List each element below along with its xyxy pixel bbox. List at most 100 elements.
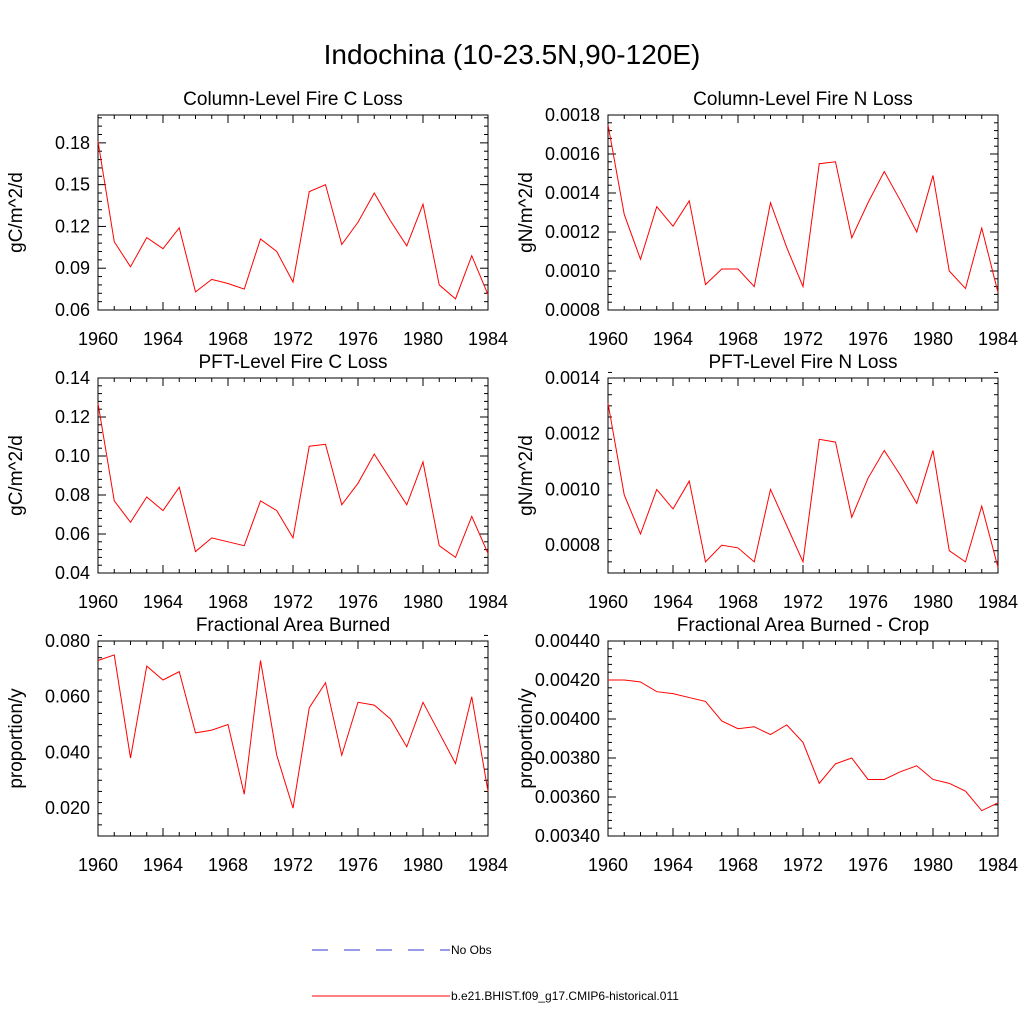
y-tick-label: 0.12 xyxy=(55,216,90,236)
y-tick-label: 0.0010 xyxy=(545,261,600,281)
y-tick-label: 0.0018 xyxy=(545,105,600,125)
x-tick-label: 1984 xyxy=(468,592,508,612)
x-tick-label: 1984 xyxy=(978,855,1018,875)
y-tick-label: 0.0008 xyxy=(545,535,600,555)
x-tick-label: 1960 xyxy=(588,855,628,875)
y-axis-label: proportion/y xyxy=(516,688,537,789)
y-tick-label: 0.0008 xyxy=(545,300,600,320)
x-tick-label: 1964 xyxy=(653,592,693,612)
chart-panel-5: Fractional Area Burned proportion/y 1960 19… xyxy=(6,615,508,875)
x-tick-label: 1980 xyxy=(913,592,953,612)
x-tick-label: 1980 xyxy=(913,329,953,349)
y-tick-label: 0.00400 xyxy=(535,709,600,729)
x-tick-label: 1972 xyxy=(783,592,823,612)
series-line xyxy=(97,141,489,300)
chart-panels: Column-Level Fire C Loss gC/m^2/d 1960 1964… xyxy=(6,89,1018,875)
y-tick-label: 0.00420 xyxy=(535,670,600,690)
x-tick-label: 1968 xyxy=(208,855,248,875)
series-line xyxy=(607,402,999,568)
y-tick-label: 0.020 xyxy=(45,798,90,818)
y-tick-label: 0.12 xyxy=(55,407,90,427)
panel-title: PFT-Level Fire C Loss xyxy=(199,352,388,373)
x-tick-label: 1980 xyxy=(403,855,443,875)
legend: No Obs b.e21.BHIST.f09_g17.CMIP6-histori… xyxy=(312,943,679,1003)
x-tick-label: 1968 xyxy=(718,855,758,875)
plot-frame xyxy=(607,377,999,574)
y-tick-label: 0.0012 xyxy=(545,424,600,444)
x-tick-label: 1960 xyxy=(78,855,118,875)
y-tick-label: 0.00380 xyxy=(535,748,600,768)
y-tick-label: 0.00440 xyxy=(535,631,600,651)
x-tick-label: 1976 xyxy=(848,592,888,612)
x-tick-label: 1980 xyxy=(403,329,443,349)
x-tick-label: 1984 xyxy=(468,329,508,349)
x-tick-label: 1960 xyxy=(78,329,118,349)
y-tick-label: 0.04 xyxy=(55,563,90,583)
x-tick-label: 1976 xyxy=(338,329,378,349)
y-tick-label: 0.0016 xyxy=(545,144,600,164)
y-axis-label: gN/m^2/d xyxy=(516,172,537,253)
y-tick-label: 0.0012 xyxy=(545,222,600,242)
x-tick-label: 1972 xyxy=(273,592,313,612)
panel-title: Column-Level Fire C Loss xyxy=(183,89,403,110)
x-tick-label: 1976 xyxy=(848,329,888,349)
legend-label-model: b.e21.BHIST.f09_g17.CMIP6-historical.011 xyxy=(451,989,679,1003)
x-tick-label: 1968 xyxy=(718,329,758,349)
x-tick-label: 1984 xyxy=(468,855,508,875)
series-line xyxy=(608,679,999,812)
y-tick-label: 0.040 xyxy=(45,742,90,762)
x-tick-label: 1972 xyxy=(783,855,823,875)
x-tick-label: 1984 xyxy=(978,592,1018,612)
legend-label-no-obs: No Obs xyxy=(451,943,492,957)
x-tick-label: 1980 xyxy=(403,592,443,612)
panel-title: Fractional Area Burned xyxy=(196,615,390,636)
plot-frame xyxy=(607,640,999,837)
plot-frame xyxy=(97,377,489,574)
y-tick-label: 0.00360 xyxy=(535,787,600,807)
y-tick-label: 0.06 xyxy=(55,524,90,544)
y-axis-label: proportion/y xyxy=(6,688,27,789)
y-axis-label: gN/m^2/d xyxy=(516,435,537,516)
x-tick-label: 1980 xyxy=(913,855,953,875)
x-tick-label: 1960 xyxy=(78,592,118,612)
y-tick-label: 0.10 xyxy=(55,446,90,466)
y-tick-label: 0.06 xyxy=(55,300,90,320)
y-tick-label: 0.080 xyxy=(45,631,90,651)
y-tick-label: 0.060 xyxy=(45,687,90,707)
y-tick-label: 0.0010 xyxy=(545,479,600,499)
y-axis-label: gC/m^2/d xyxy=(6,435,27,516)
x-tick-label: 1972 xyxy=(273,855,313,875)
y-tick-label: 0.18 xyxy=(55,133,90,153)
series-line xyxy=(97,654,489,809)
x-tick-label: 1976 xyxy=(848,855,888,875)
y-tick-label: 0.15 xyxy=(55,175,90,195)
x-tick-label: 1960 xyxy=(588,592,628,612)
x-tick-label: 1964 xyxy=(143,592,183,612)
y-tick-label: 0.08 xyxy=(55,485,90,505)
series-line xyxy=(97,403,489,559)
x-tick-label: 1964 xyxy=(143,329,183,349)
x-tick-label: 1964 xyxy=(143,855,183,875)
panel-title: Column-Level Fire N Loss xyxy=(693,89,913,110)
x-tick-label: 1972 xyxy=(783,329,823,349)
panel-title: PFT-Level Fire N Loss xyxy=(709,352,898,373)
figure-title: Indochina (10-23.5N,90-120E) xyxy=(324,39,701,70)
chart-panel-4: PFT-Level Fire N Loss gN/m^2/d 1960 1964 196… xyxy=(516,352,1018,612)
y-tick-label: 0.0014 xyxy=(545,368,600,388)
y-axis-label: gC/m^2/d xyxy=(6,172,27,253)
x-tick-label: 1968 xyxy=(718,592,758,612)
y-tick-label: 0.00340 xyxy=(535,826,600,846)
chart-panel-6: Fractional Area Burned - Crop proportion/… xyxy=(516,615,1018,875)
x-tick-label: 1976 xyxy=(338,592,378,612)
series-line xyxy=(607,124,999,293)
x-tick-label: 1964 xyxy=(653,855,693,875)
chart-panel-2: Column-Level Fire N Loss gN/m^2/d 1960 1964… xyxy=(516,89,1018,349)
x-tick-label: 1972 xyxy=(273,329,313,349)
y-tick-label: 0.14 xyxy=(55,368,90,388)
x-tick-label: 1968 xyxy=(208,592,248,612)
x-tick-label: 1960 xyxy=(588,329,628,349)
x-tick-label: 1984 xyxy=(978,329,1018,349)
y-tick-label: 0.09 xyxy=(55,258,90,278)
chart-panel-1: Column-Level Fire C Loss gC/m^2/d 1960 1964… xyxy=(6,89,508,349)
